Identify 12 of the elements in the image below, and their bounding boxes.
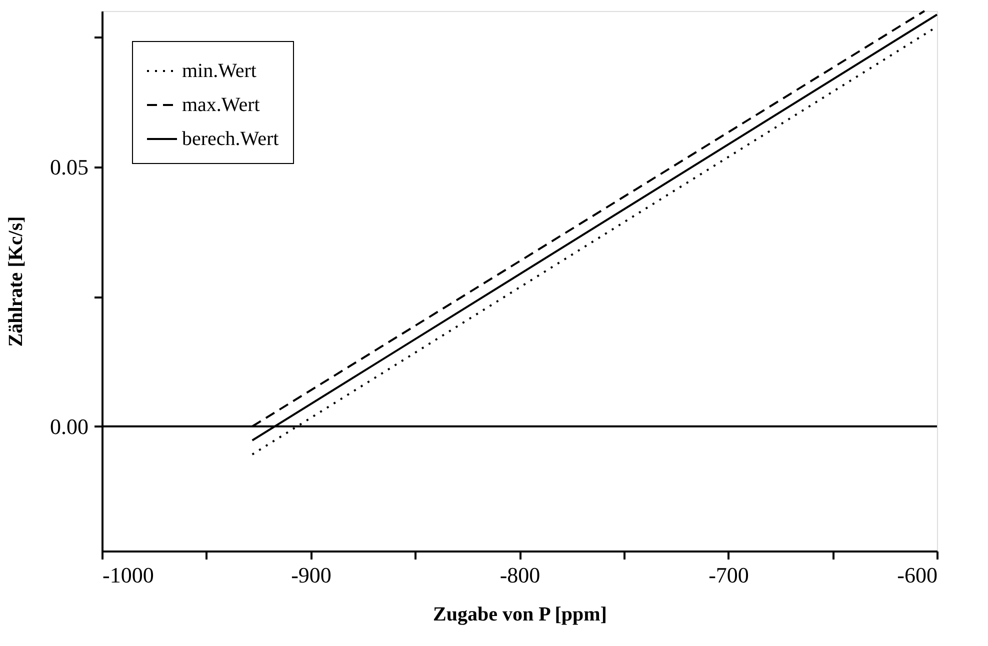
x-tick-label: -700 (708, 562, 749, 588)
x-tick-label: -900 (291, 562, 332, 588)
x-tick-label: -600 (897, 562, 938, 588)
x-axis-title: Zugabe von P [ppm] (433, 604, 607, 626)
x-tick-label: -1000 (102, 562, 154, 588)
legend-label: max.Wert (182, 94, 260, 116)
legend-label: min.Wert (182, 60, 257, 82)
legend-label: berech.Wert (182, 128, 280, 150)
y-tick-label: 0.05 (50, 154, 88, 180)
y-tick-label: 0.00 (50, 414, 88, 439)
y-axis-title: Zählrate [Kc/s] (5, 216, 27, 347)
x-tick-label: -800 (500, 562, 540, 588)
